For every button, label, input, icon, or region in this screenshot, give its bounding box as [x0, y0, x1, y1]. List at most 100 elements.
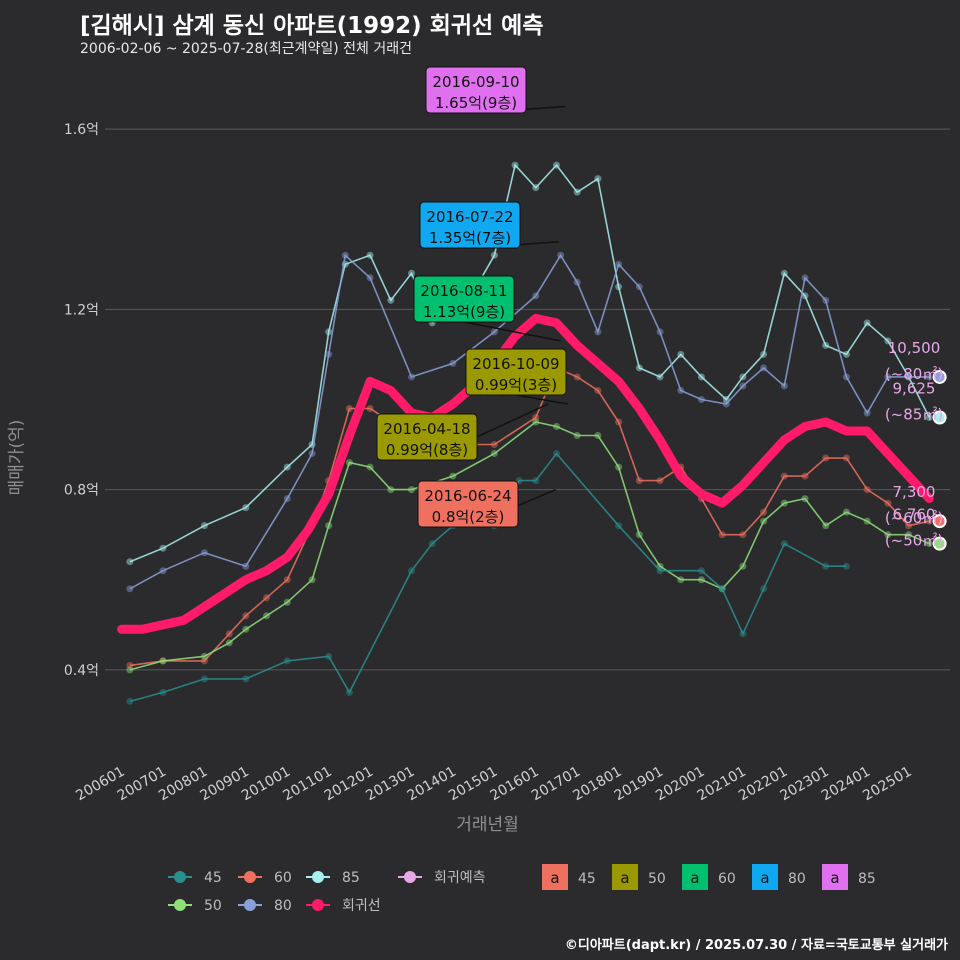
legend-dot-key: [244, 871, 256, 883]
data-point-80: [200, 549, 208, 557]
data-point-50: [283, 598, 291, 606]
data-point-85: [387, 296, 395, 304]
data-point-60: [905, 522, 913, 530]
legend-box-key: [612, 864, 638, 890]
data-point-45: [532, 477, 540, 485]
data-point-50: [242, 625, 250, 633]
data-point-50: [263, 612, 271, 620]
legend-label: 85: [342, 870, 360, 886]
annotation-box: [376, 413, 478, 461]
prediction-value: 6,760: [893, 506, 936, 524]
data-point-80: [449, 359, 457, 367]
data-point-50: [677, 576, 685, 584]
data-point-85: [552, 161, 560, 169]
data-point-60: [225, 630, 233, 638]
data-point-60: [801, 472, 809, 480]
legend-box-label: 80: [788, 871, 806, 887]
annotation-box: [425, 66, 527, 114]
data-point-45: [242, 675, 250, 683]
series-line-80: [129, 253, 930, 590]
legend-label: 회귀예측: [434, 870, 486, 886]
legend-dot-key: [312, 899, 324, 911]
data-point-50: [801, 495, 809, 503]
annotation-date: 2016-08-11: [420, 282, 507, 300]
data-point-85: [697, 373, 705, 381]
trend-line: [117, 313, 934, 634]
prediction-size: (~60㎡): [885, 509, 943, 527]
legend-box-glyph: a: [620, 869, 629, 887]
legend-box-label: 50: [648, 871, 666, 887]
legend-label: 80: [274, 898, 292, 914]
data-point-50: [325, 522, 333, 530]
prediction-marker: [932, 369, 947, 384]
data-point-50: [366, 463, 374, 471]
annotation-box: [419, 201, 521, 249]
y-tick-label: 1.2억: [64, 302, 99, 318]
legend-dot-key: [244, 899, 256, 911]
data-point-45: [283, 657, 291, 665]
data-point-50: [200, 652, 208, 660]
data-point-50: [615, 463, 623, 471]
annotation-date: 2016-10-09: [472, 355, 559, 373]
data-point-80: [308, 450, 316, 458]
data-point-85: [656, 373, 664, 381]
y-tick-label: 1.6억: [64, 122, 99, 138]
prediction-size: (~85㎡): [885, 406, 943, 424]
annotation-price: 1.35억(7층): [429, 229, 511, 247]
data-point-80: [366, 274, 374, 282]
data-point-85: [615, 283, 623, 291]
data-point-50: [760, 517, 768, 525]
data-point-80: [408, 373, 416, 381]
data-point-45: [697, 567, 705, 575]
data-point-50: [159, 657, 167, 665]
data-point-45: [760, 585, 768, 593]
y-tick-label: 0.8억: [64, 483, 99, 499]
data-point-60: [780, 472, 788, 480]
chart-title: [김해시] 삼계 동신 아파트(1992) 회귀선 예측: [80, 13, 544, 39]
legend-dot-key: [174, 871, 186, 883]
data-point-45: [552, 450, 560, 458]
legend-label: 회귀선: [342, 898, 381, 914]
data-point-60: [718, 531, 726, 539]
y-tick-label: 0.4억: [64, 663, 99, 679]
legend-label: 45: [204, 870, 222, 886]
data-point-85: [408, 269, 416, 277]
data-point-45: [126, 697, 134, 705]
annotation-date: 2016-07-22: [426, 208, 513, 226]
data-point-60: [532, 414, 540, 421]
data-point-50: [863, 517, 871, 525]
prediction-marker: [932, 536, 947, 551]
annotation-price: 0.99억(3층): [475, 376, 557, 394]
data-point-85: [511, 161, 519, 169]
data-point-80: [532, 292, 540, 300]
data-point-85: [822, 341, 830, 349]
prediction-value: 7,300: [893, 483, 936, 501]
legend-box-glyph: a: [830, 869, 839, 887]
data-point-80: [905, 373, 913, 381]
data-point-50: [739, 562, 747, 570]
data-point-80: [842, 373, 850, 381]
data-point-80: [925, 373, 933, 381]
data-point-60: [263, 594, 271, 602]
data-point-60: [635, 477, 643, 485]
series-line-45: [129, 452, 847, 703]
prediction-value: 10,500: [888, 339, 941, 357]
data-point-85: [242, 504, 250, 512]
data-point-80: [739, 382, 747, 390]
legend-label: 50: [204, 898, 222, 914]
data-point-60: [242, 612, 250, 620]
data-point-85: [573, 188, 581, 196]
data-point-50: [822, 522, 830, 530]
data-point-85: [760, 350, 768, 358]
credit-footer: ©디아파트(dapt.kr) / 2025.07.30 / 자료=국토교통부 실…: [564, 938, 948, 953]
annotation-price: 0.99억(8층): [386, 441, 468, 459]
data-point-45: [200, 675, 208, 683]
data-point-60: [283, 576, 291, 584]
legend-box-glyph: a: [550, 869, 559, 887]
data-point-60: [345, 404, 353, 412]
data-point-85: [863, 319, 871, 327]
data-point-45: [408, 567, 416, 575]
data-point-85: [159, 544, 167, 552]
data-point-60: [739, 531, 747, 539]
legend-box-glyph: a: [760, 869, 769, 887]
